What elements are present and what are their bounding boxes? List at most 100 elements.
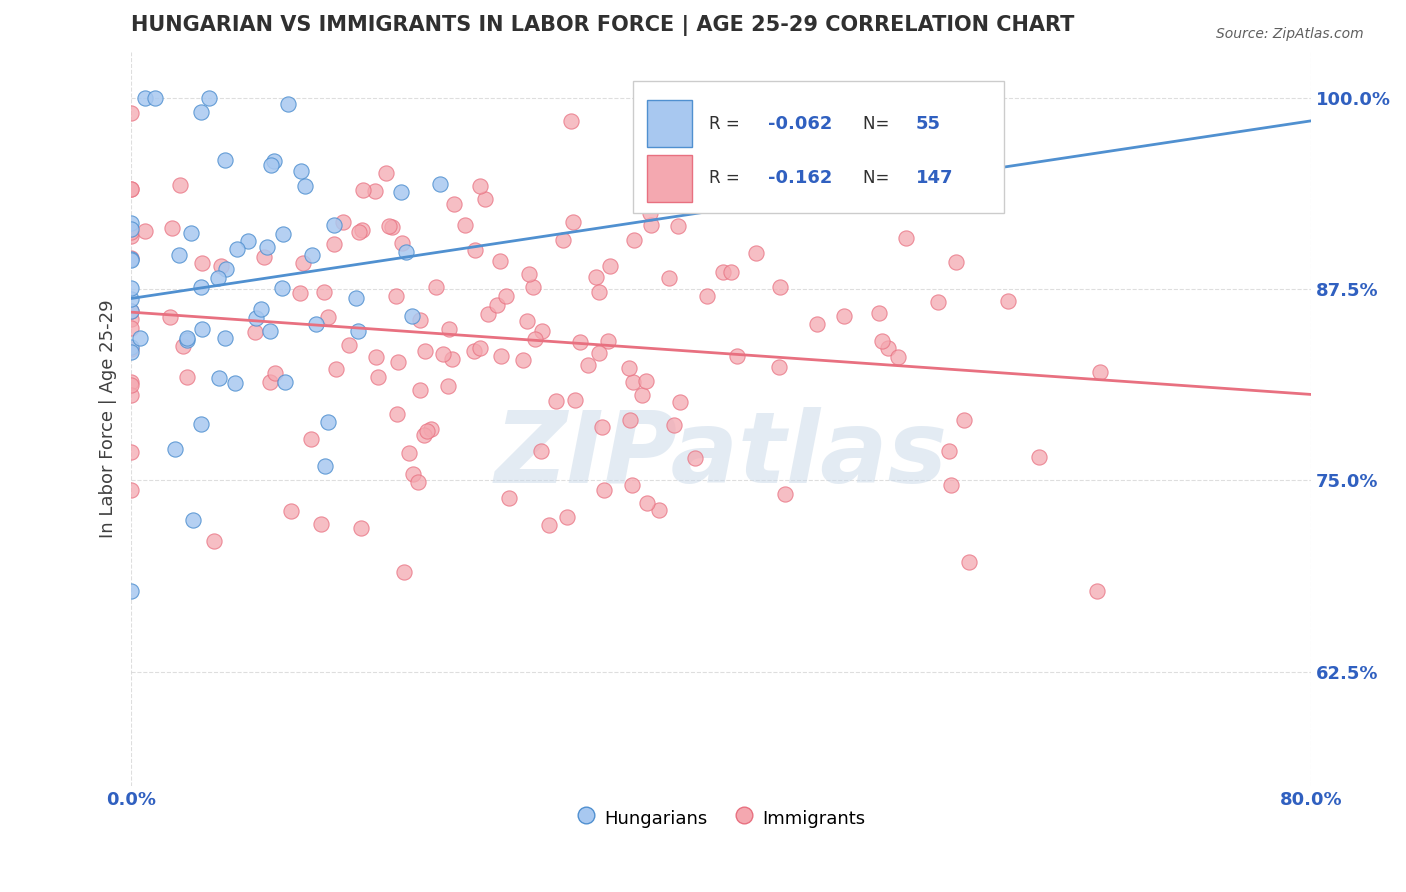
Point	[485, 298, 508, 312]
Point	[243, 326, 266, 340]
Point	[620, 478, 643, 492]
Point	[576, 358, 599, 372]
Text: Source: ZipAtlas.com: Source: ZipAtlas.com	[1216, 27, 1364, 41]
Point	[441, 352, 464, 367]
Point	[564, 392, 586, 407]
Point	[401, 467, 423, 481]
Point	[711, 265, 734, 279]
Point	[120, 483, 142, 498]
Point	[120, 583, 142, 598]
Point	[120, 312, 142, 326]
Point	[190, 105, 212, 120]
Point	[202, 533, 225, 548]
Point	[463, 344, 485, 359]
Text: -0.062: -0.062	[769, 115, 832, 133]
Point	[413, 343, 436, 358]
Point	[416, 424, 439, 438]
Point	[318, 416, 340, 430]
Point	[264, 367, 287, 381]
Point	[120, 252, 142, 266]
Point	[392, 566, 415, 580]
Point	[523, 332, 546, 346]
Point	[658, 271, 681, 285]
Point	[666, 219, 689, 233]
Point	[517, 267, 540, 281]
Point	[323, 236, 346, 251]
Point	[636, 496, 658, 510]
Point	[190, 279, 212, 293]
Text: R =: R =	[710, 115, 745, 133]
Point	[134, 224, 156, 238]
Point	[696, 289, 718, 303]
Point	[337, 337, 360, 351]
Point	[401, 309, 423, 323]
Point	[350, 223, 373, 237]
Point	[568, 335, 591, 350]
Point	[634, 374, 657, 388]
Point	[938, 444, 960, 458]
Point	[172, 339, 194, 353]
Point	[621, 375, 644, 389]
Point	[588, 346, 610, 360]
Point	[169, 248, 191, 262]
Point	[537, 517, 560, 532]
Point	[725, 349, 748, 363]
Point	[588, 285, 610, 299]
FancyBboxPatch shape	[633, 81, 1004, 213]
Point	[385, 407, 408, 421]
Point	[120, 320, 142, 334]
Point	[214, 153, 236, 168]
Point	[176, 370, 198, 384]
Point	[176, 331, 198, 345]
Point	[236, 234, 259, 248]
Point	[271, 227, 294, 242]
Point	[957, 555, 980, 569]
Point	[585, 270, 607, 285]
Point	[489, 349, 512, 363]
Point	[120, 216, 142, 230]
Point	[134, 91, 156, 105]
Point	[953, 413, 976, 427]
Point	[454, 219, 477, 233]
Point	[1028, 450, 1050, 464]
Point	[180, 226, 202, 240]
Point	[945, 254, 967, 268]
Text: ZIPatlas: ZIPatlas	[495, 408, 948, 504]
Point	[224, 376, 246, 390]
Point	[145, 91, 167, 105]
Point	[120, 342, 142, 356]
Point	[277, 96, 299, 111]
Point	[769, 280, 792, 294]
Point	[347, 324, 370, 338]
Point	[366, 350, 388, 364]
Point	[662, 417, 685, 432]
Point	[387, 355, 409, 369]
Point	[1088, 365, 1111, 379]
Point	[468, 179, 491, 194]
Point	[323, 218, 346, 232]
Point	[256, 239, 278, 253]
Point	[464, 243, 486, 257]
Text: N=: N=	[863, 115, 894, 133]
Point	[1085, 584, 1108, 599]
Point	[270, 281, 292, 295]
Point	[429, 177, 451, 191]
Text: 147: 147	[915, 169, 953, 187]
Point	[208, 371, 231, 385]
Point	[773, 486, 796, 500]
Point	[120, 106, 142, 120]
Point	[163, 442, 186, 456]
Point	[120, 445, 142, 459]
Point	[894, 230, 917, 244]
Point	[516, 314, 538, 328]
Point	[214, 331, 236, 345]
Point	[488, 254, 510, 268]
Point	[406, 475, 429, 489]
Point	[887, 170, 910, 185]
Point	[305, 317, 328, 331]
FancyBboxPatch shape	[647, 154, 692, 202]
Point	[437, 322, 460, 336]
Point	[617, 360, 640, 375]
Point	[120, 225, 142, 239]
Point	[530, 443, 553, 458]
